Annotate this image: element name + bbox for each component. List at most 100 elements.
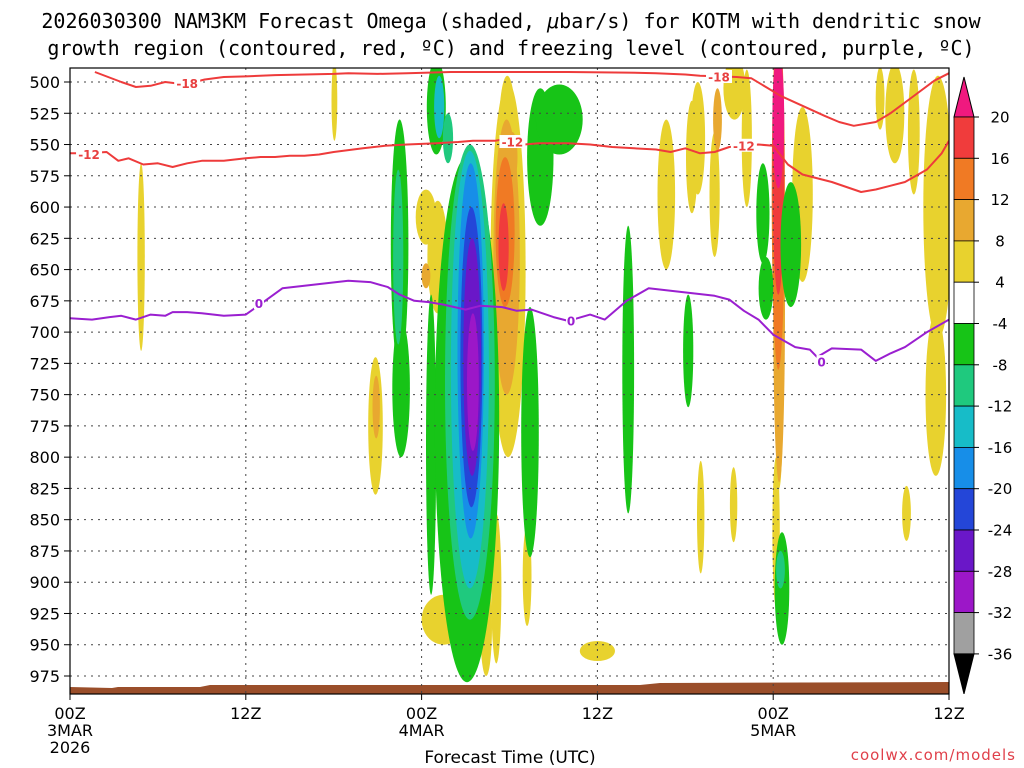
omega-shade-4-19 (729, 467, 738, 543)
colorbar: 20 16 12 8 4 -4 -8 -12 -16 -20 -24 -28 -32 -36 (953, 76, 1013, 695)
y-tick-label-825: 825 (29, 479, 60, 498)
y-tick-label-725: 725 (29, 354, 60, 373)
colorbar-label-16: 16 (990, 150, 1009, 168)
omega-shade-4-12 (657, 119, 676, 270)
colorbar-label--24: -24 (988, 522, 1013, 540)
contour-label-bg (705, 69, 732, 83)
colorbar-band--8 (953, 364, 975, 407)
contour-label-dgz-minus18-1: -18 (708, 70, 730, 84)
omega-shade--4-42 (426, 294, 437, 595)
omega-shade--8-54 (393, 169, 404, 345)
y-tick-label-525: 525 (29, 104, 60, 123)
contour-label-bg (566, 313, 577, 327)
y-tick-label-550: 550 (29, 136, 60, 155)
chart-title-line-1: 2026030300 NAM3KM Forecast Omega (shaded… (41, 9, 981, 33)
contour-dgz-minus12 (70, 138, 949, 193)
colorbar-label--8: -8 (993, 356, 1008, 374)
omega-shade--4-50 (756, 163, 770, 264)
colorbar-band-20 (953, 116, 975, 159)
omega-shade--8-55 (442, 113, 454, 164)
colorbar-bottom-arrow (953, 653, 975, 695)
credit-text: coolwx.com/models (851, 746, 1016, 764)
omega-shade--4-53 (774, 532, 790, 645)
omega-shade-4-21 (875, 68, 885, 130)
contour-label-dgz-minus18-0: -18 (176, 77, 198, 91)
omega-shade--12-58 (434, 75, 445, 139)
x-tick-year-0: 2026 (50, 738, 91, 757)
x-tick-label-48: 00Z (758, 704, 789, 723)
colorbar-label--32: -32 (988, 604, 1013, 622)
ground-fill (70, 682, 949, 694)
omega-shade--4-45 (521, 307, 539, 558)
colorbar-label-8: 8 (995, 232, 1005, 250)
omega-shade-4-22 (885, 68, 905, 164)
y-tick-label-975: 975 (29, 667, 60, 686)
omega-shade-4-24 (907, 69, 920, 195)
colorbar-label-4: 4 (995, 274, 1005, 292)
omega-shade-8-33 (713, 88, 722, 151)
omega-shade-20-39 (772, 68, 785, 189)
contour-label-bg (253, 296, 264, 310)
omega-shade-4-1 (331, 68, 338, 141)
y-tick-label-500: 500 (29, 73, 60, 92)
contour-label-dgz-minus12-0: -12 (78, 148, 100, 162)
colorbar-band-4 (953, 281, 975, 324)
y-tick-label-625: 625 (29, 229, 60, 248)
x-tick-date-24: 4MAR (399, 721, 445, 740)
contour-freezing-level (70, 279, 949, 362)
colorbar-label--28: -28 (988, 563, 1013, 581)
omega-shade-8-30 (421, 263, 431, 289)
x-tick-label-36: 12Z (582, 704, 613, 723)
omega-shade--4-48 (622, 225, 635, 514)
colorbar-band--20 (953, 488, 975, 531)
y-tick-label-600: 600 (29, 198, 60, 217)
colorbar-label--36: -36 (988, 645, 1013, 663)
contour-label-dgz-minus12-1: -12 (502, 136, 524, 150)
colorbar-label--20: -20 (988, 480, 1013, 498)
contour-label-bg (499, 135, 526, 149)
omega-shading (137, 68, 949, 683)
y-tick-label-875: 875 (29, 542, 60, 561)
colorbar-band--24 (953, 529, 975, 572)
contour-label-bg (816, 355, 827, 369)
omega-shade-4-23 (902, 485, 911, 541)
colorbar-band--4 (953, 323, 975, 366)
y-tick-label-750: 750 (29, 386, 60, 405)
plot-frame (69, 67, 950, 695)
contour-label-bg (730, 138, 757, 152)
y-tick-label-950: 950 (29, 636, 60, 655)
colorbar-band--16 (953, 446, 975, 490)
omega-shade-4-18 (697, 460, 705, 574)
colorbar-label-12: 12 (990, 191, 1009, 209)
colorbar-band-8 (953, 240, 975, 283)
contour-label-bg (76, 147, 103, 161)
omega-shade-4-15 (709, 132, 720, 257)
colorbar-top-arrow (953, 76, 975, 118)
contour-label-freezing-level-1: 0 (567, 314, 575, 328)
y-tick-label-800: 800 (29, 448, 60, 467)
y-tick-label-650: 650 (29, 261, 60, 280)
omega-shade--4-51 (758, 257, 774, 320)
omega-shade--28-63 (467, 313, 479, 451)
colorbar-band--12 (953, 405, 975, 448)
colorbar-label-20: 20 (990, 109, 1009, 127)
contour-label-freezing-level-2: 0 (817, 356, 825, 370)
x-tick-label-0: 00Z (54, 704, 85, 723)
chart-title-line-2: growth region (contoured, red, ºC) and f… (47, 36, 974, 60)
x-tick-label-24: 00Z (406, 704, 437, 723)
omega-shade-4-17 (741, 69, 752, 208)
x-tick-date-48: 5MAR (750, 721, 796, 740)
ground-surface (70, 682, 949, 694)
y-tick-label-775: 775 (29, 417, 60, 436)
y-tick-label-900: 900 (29, 573, 60, 592)
x-axis-label: Forecast Time (UTC) (424, 748, 595, 768)
colorbar-band--32 (953, 612, 975, 655)
omega-shade--4-41 (392, 319, 410, 458)
omega-shade--4-52 (780, 182, 802, 308)
x-tick-date-0: 3MAR (47, 721, 93, 740)
omega-shade--4-49 (683, 294, 694, 408)
contour-label-bg (174, 76, 201, 90)
omega-shade-8-29 (372, 375, 380, 439)
